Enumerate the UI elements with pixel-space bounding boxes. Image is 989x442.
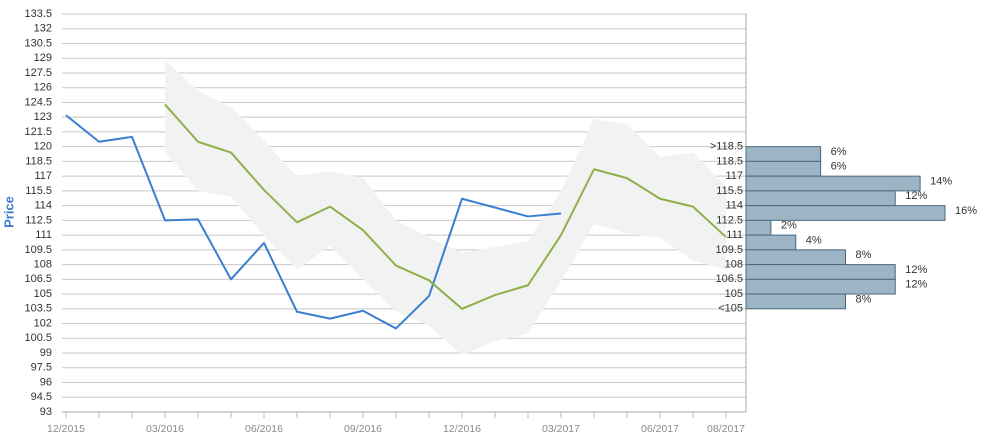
histogram-bar — [745, 190, 896, 207]
y-tick-label: 114 — [34, 200, 52, 212]
bin-edge-label: 111 — [726, 229, 743, 241]
y-tick-label: 129 — [34, 52, 52, 64]
histogram-bar — [745, 234, 797, 251]
y-tick-label: 120 — [34, 141, 52, 153]
bar-value-label: 8% — [856, 293, 872, 305]
bin-edge-label: 105 — [725, 288, 743, 300]
bin-edge-label: 112.5 — [716, 214, 743, 226]
bin-edge-label: 109.5 — [715, 244, 743, 256]
x-tick-label: 06/2017 — [641, 423, 679, 435]
bin-edge-label: 117 — [725, 170, 743, 182]
x-tick-label: 03/2016 — [146, 423, 184, 435]
range-band — [165, 60, 726, 356]
bar-value-label: 16% — [955, 205, 977, 217]
y-tick-label: 97.5 — [31, 362, 52, 374]
y-tick-label: 109.5 — [24, 244, 52, 256]
bar-value-label: 12% — [905, 190, 927, 202]
y-tick-label: 126 — [34, 82, 52, 94]
line-series — [164, 103, 727, 310]
histogram-bar — [745, 278, 896, 295]
bin-edge-label: 115.5 — [716, 185, 743, 197]
histogram-bar — [745, 293, 846, 310]
y-tick-label: 130.5 — [24, 37, 52, 49]
bin-edge-label: 106.5 — [715, 273, 743, 285]
y-tick-label: 99 — [40, 347, 52, 359]
y-axis-label: Price — [1, 196, 16, 228]
y-tick-label: 112.5 — [25, 214, 52, 226]
y-tick-label: 93 — [40, 406, 52, 418]
y-tick-label: 121.5 — [24, 126, 52, 138]
y-tick-label: 105 — [34, 288, 52, 300]
bar-value-label: 2% — [781, 220, 797, 232]
y-tick-label: 96 — [40, 376, 52, 388]
histogram-bar — [745, 205, 946, 221]
y-tick-label: 106.5 — [24, 273, 52, 285]
histogram-bar — [745, 160, 822, 177]
y-tick-label: 102 — [34, 317, 52, 329]
bar-value-label: 6% — [831, 146, 847, 158]
y-tick-label: 123 — [34, 111, 52, 123]
bar-value-label: 12% — [905, 279, 927, 291]
x-tick-label: 06/2016 — [245, 423, 283, 435]
x-tick-label: 09/2016 — [344, 423, 382, 435]
bin-edge-label: >118.5 — [710, 141, 743, 153]
y-tick-label: 124.5 — [24, 96, 52, 108]
bin-edge-label: 114 — [725, 200, 743, 212]
histogram-bar — [745, 146, 822, 162]
y-tick-label: 127.5 — [24, 67, 52, 79]
bar-value-label: 8% — [856, 249, 872, 261]
histogram-bar — [745, 249, 846, 266]
y-tick-label: 132 — [34, 23, 52, 35]
y-tick-label: 94.5 — [31, 391, 52, 403]
x-tick-label: 08/2017 — [707, 423, 745, 435]
y-tick-label: 111 — [35, 229, 52, 241]
bin-edge-label: 118.5 — [716, 155, 743, 167]
histogram-bar — [745, 219, 772, 236]
y-tick-label: 100.5 — [24, 332, 52, 344]
bar-value-label: 4% — [806, 234, 822, 246]
line-series — [65, 114, 562, 330]
histogram-bar — [745, 175, 921, 192]
y-tick-label: 133.5 — [24, 8, 52, 20]
y-tick-label: 103.5 — [24, 303, 52, 315]
bin-edge-label: <105 — [718, 303, 743, 315]
bar-value-label: 6% — [831, 161, 847, 173]
bar-value-label: 14% — [930, 175, 952, 187]
y-tick-label: 108 — [34, 258, 52, 270]
bar-value-label: 12% — [905, 264, 927, 276]
x-tick-label: 03/2017 — [542, 423, 580, 435]
bin-edge-label: 108 — [725, 258, 743, 270]
x-tick-label: 12/2015 — [47, 423, 85, 435]
y-tick-label: 115.5 — [25, 185, 52, 197]
y-tick-label: 117 — [34, 170, 52, 182]
x-tick-label: 12/2016 — [443, 423, 481, 435]
histogram-bar — [745, 264, 896, 280]
y-tick-label: 118.5 — [25, 155, 52, 167]
